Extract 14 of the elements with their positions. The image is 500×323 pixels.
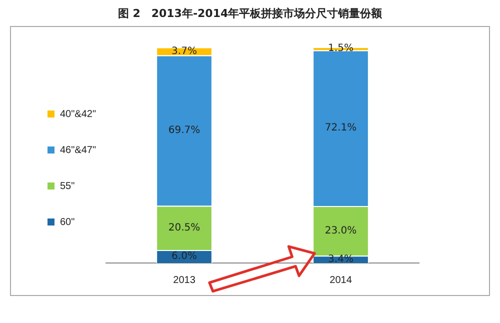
data-label: 20.5% — [168, 222, 200, 234]
data-label: 69.7% — [168, 125, 200, 136]
legend-label: 46"&47" — [60, 144, 96, 156]
data-label: 3.4% — [328, 254, 354, 265]
chart-title: 图 2 2013年-2014年平板拼接市场分尺寸销量份额 — [116, 6, 384, 21]
data-label: 72.1% — [324, 122, 357, 134]
data-label: 23.0% — [324, 225, 357, 236]
legend-label: 60" — [60, 216, 76, 228]
data-label: 3.7% — [172, 46, 197, 57]
data-label: 6.0% — [172, 251, 197, 262]
legend-label: 40"&42" — [60, 108, 96, 120]
x-tick-label: 2014 — [330, 274, 352, 286]
x-tick-label: 2013 — [173, 274, 196, 286]
legend-label: 55" — [60, 180, 76, 192]
